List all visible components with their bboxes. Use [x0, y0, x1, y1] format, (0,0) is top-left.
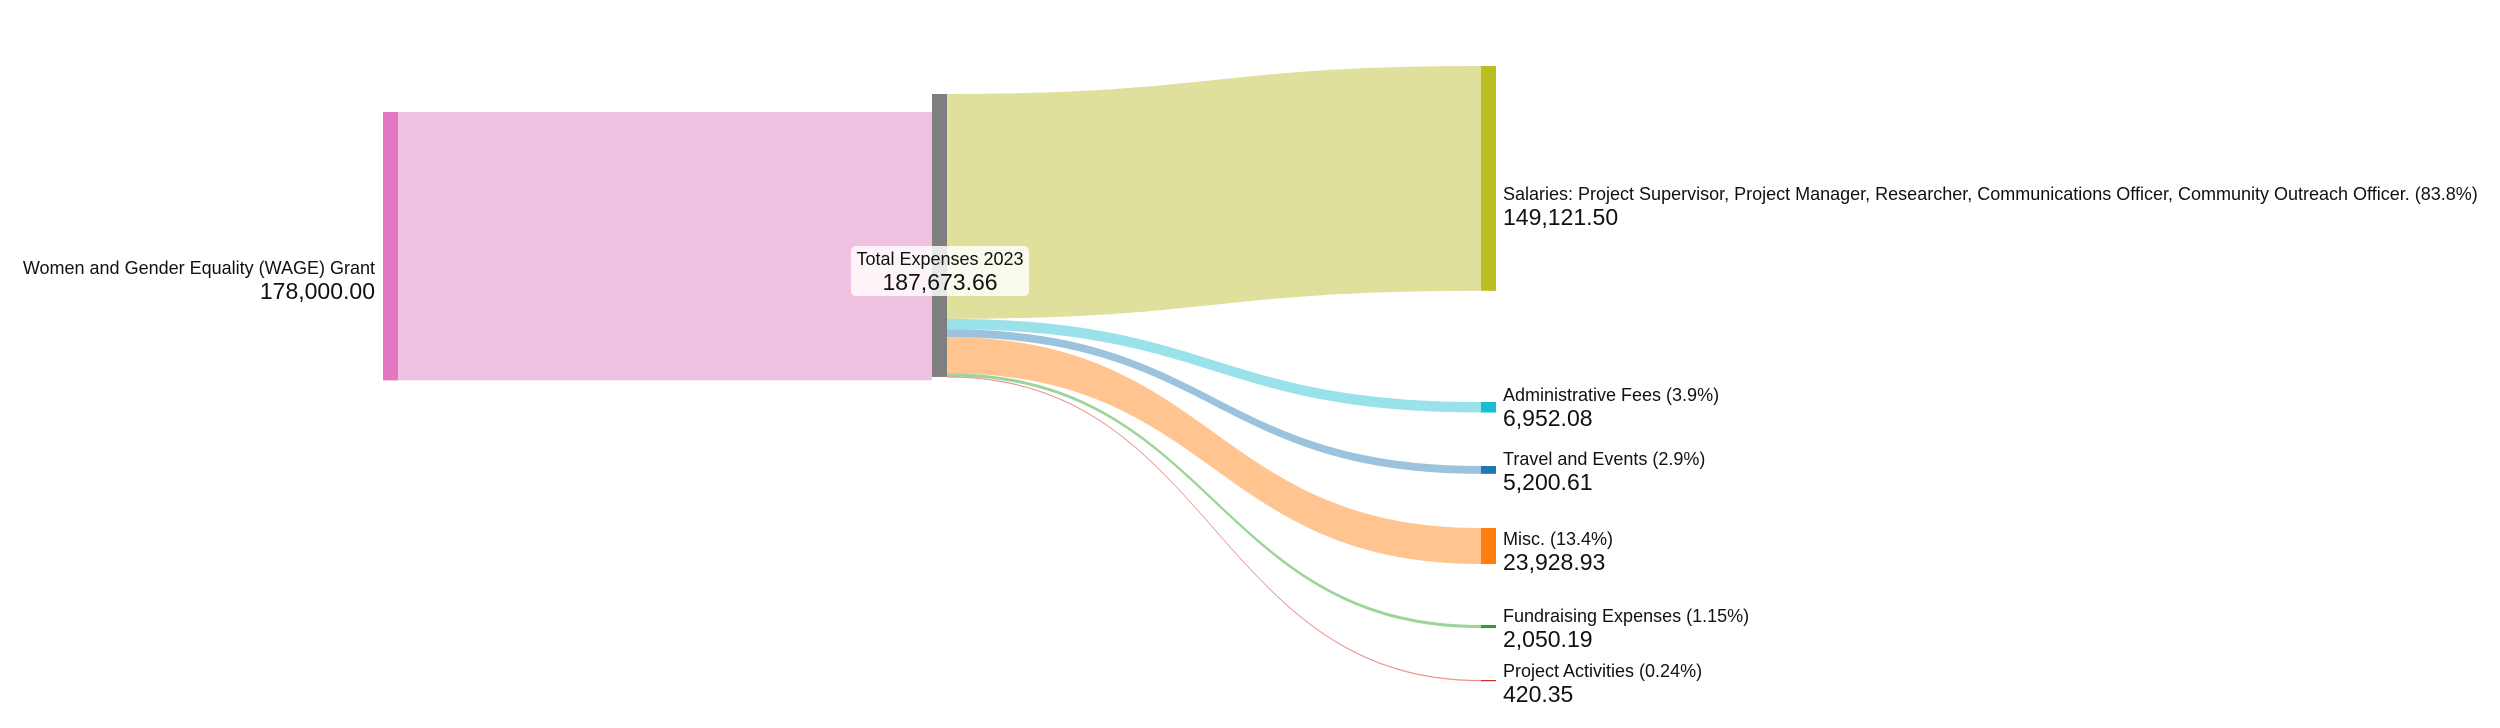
- node-value-projects: 420.35: [1503, 681, 1573, 707]
- node-value-admin: 6,952.08: [1503, 405, 1593, 431]
- node-bar-source: [383, 112, 398, 381]
- node-label-total: Total Expenses 2023: [856, 249, 1023, 269]
- node-label-misc: Misc. (13.4%): [1503, 529, 1613, 549]
- link-total-to-salaries: [947, 66, 1481, 319]
- node-value-travel: 5,200.61: [1503, 469, 1593, 495]
- node-label-fundraising: Fundraising Expenses (1.15%): [1503, 606, 1749, 626]
- link-wage-grant-to-total-expenses: [398, 112, 932, 381]
- node-label-projects: Project Activities (0.24%): [1503, 661, 1702, 681]
- node-bar-salaries: [1481, 66, 1496, 291]
- node-label-source: Women and Gender Equality (WAGE) Grant: [23, 258, 375, 278]
- node-bar-admin: [1481, 402, 1496, 413]
- node-bar-misc: [1481, 528, 1496, 565]
- node-value-source: 178,000.00: [260, 278, 375, 304]
- node-value-total: 187,673.66: [882, 269, 997, 295]
- node-bar-total: [932, 94, 947, 377]
- node-label-admin: Administrative Fees (3.9%): [1503, 385, 1719, 405]
- total-label-background: [851, 246, 1029, 296]
- node-bar-projects: [1481, 680, 1496, 682]
- link-total-to-misc: [947, 337, 1481, 565]
- link-total-to-travel: [947, 329, 1481, 474]
- node-bar-travel: [1481, 466, 1496, 474]
- node-label-salaries: Salaries: Project Supervisor, Project Ma…: [1503, 184, 2478, 204]
- links-layer: [398, 66, 1481, 682]
- link-total-to-projects: [947, 376, 1481, 682]
- node-value-fundraising: 2,050.19: [1503, 626, 1593, 652]
- labels-layer: Women and Gender Equality (WAGE) Grant17…: [23, 184, 2478, 707]
- link-total-to-admin: [947, 318, 1481, 413]
- nodes-layer: [383, 66, 1496, 682]
- node-value-misc: 23,928.93: [1503, 549, 1605, 575]
- node-value-salaries: 149,121.50: [1503, 204, 1618, 230]
- node-label-travel: Travel and Events (2.9%): [1503, 449, 1705, 469]
- link-total-to-fundraising: [947, 373, 1481, 629]
- node-bar-fundraising: [1481, 625, 1496, 629]
